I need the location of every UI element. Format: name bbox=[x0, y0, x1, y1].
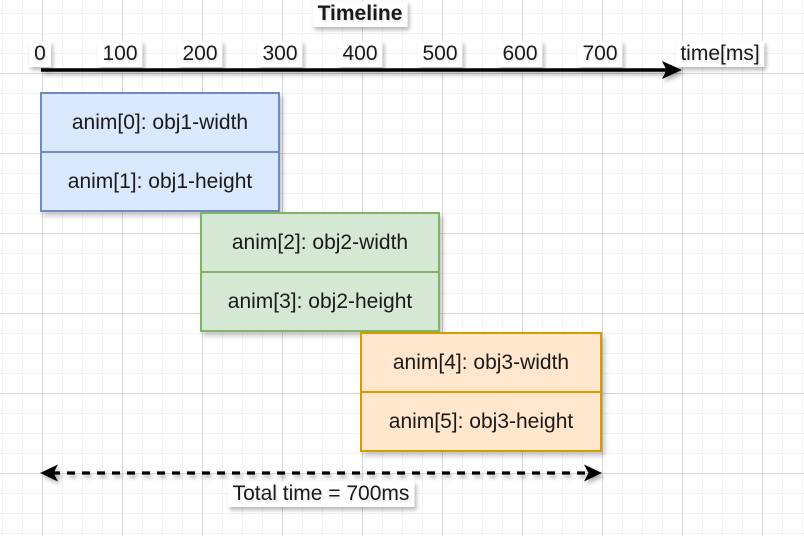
anim-group-obj2[interactable]: anim[2]: obj2-width anim[3]: obj2-height bbox=[200, 212, 440, 332]
anim-bar-label: anim[1]: obj1-height bbox=[67, 169, 253, 193]
total-time-label: Total time = 700ms bbox=[227, 481, 415, 507]
anim-bar-3[interactable]: anim[3]: obj2-height bbox=[202, 271, 438, 330]
anim-group-obj1[interactable]: anim[0]: obj1-width anim[1]: obj1-height bbox=[40, 92, 280, 212]
anim-bar-label: anim[2]: obj2-width bbox=[231, 230, 409, 254]
anim-bar-label: anim[3]: obj2-height bbox=[227, 289, 413, 313]
anim-group-obj3[interactable]: anim[4]: obj3-width anim[5]: obj3-height bbox=[360, 332, 602, 452]
anim-bar-label: anim[5]: obj3-height bbox=[388, 409, 574, 433]
anim-bar-label: anim[0]: obj1-width bbox=[71, 110, 249, 134]
time-axis-arrow[interactable] bbox=[41, 61, 682, 79]
axis-tick-label: 100 bbox=[97, 41, 143, 67]
axis-tick-label: 0 bbox=[29, 41, 51, 67]
anim-bar-label: anim[4]: obj3-width bbox=[392, 350, 570, 374]
anim-bar-0[interactable]: anim[0]: obj1-width bbox=[42, 94, 278, 151]
axis-tick-label: 400 bbox=[337, 41, 383, 67]
anim-bar-5[interactable]: anim[5]: obj3-height bbox=[362, 391, 600, 450]
total-time-arrow[interactable] bbox=[40, 464, 602, 482]
axis-tick-label: 200 bbox=[177, 41, 223, 67]
anim-bar-4[interactable]: anim[4]: obj3-width bbox=[362, 334, 600, 391]
anim-bar-1[interactable]: anim[1]: obj1-height bbox=[42, 151, 278, 210]
axis-unit-label: time[ms] bbox=[675, 41, 765, 67]
axis-tick-label: 500 bbox=[417, 41, 463, 67]
axis-tick-label: 600 bbox=[497, 41, 543, 67]
diagram-title: Timeline bbox=[312, 1, 408, 27]
axis-tick-label: 300 bbox=[257, 41, 303, 67]
axis-tick-label: 700 bbox=[577, 41, 623, 67]
anim-bar-2[interactable]: anim[2]: obj2-width bbox=[202, 214, 438, 271]
